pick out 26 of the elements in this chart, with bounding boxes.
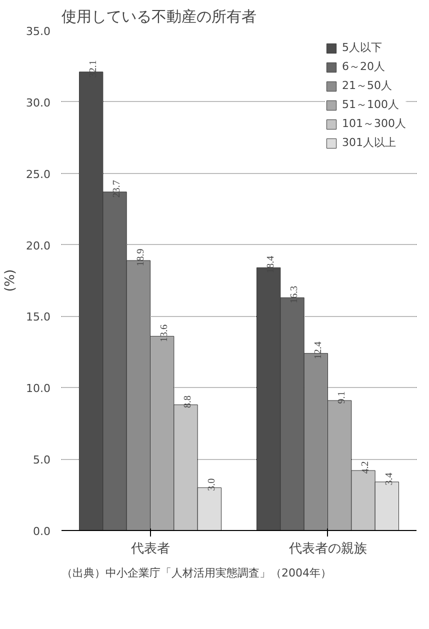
data-label: 3.0 <box>206 478 218 491</box>
data-label: 8.8 <box>182 396 194 408</box>
y-tick-label: 5.0 <box>33 454 51 467</box>
y-tick-label: 25.0 <box>26 168 51 181</box>
legend-label: 6～20人 <box>342 59 385 74</box>
legend-label: 21～50人 <box>342 78 392 93</box>
legend-label: 301人以上 <box>342 135 396 150</box>
y-tick-label: 30.0 <box>26 96 51 110</box>
text: （出典）中小企業庁「人材活用実態調査」（2004年） <box>62 566 332 580</box>
y-tick-label: 10.0 <box>26 382 51 396</box>
data-label: 3.4 <box>384 472 395 486</box>
x-tick-label: 代表者 <box>130 542 170 556</box>
x-tick-label: 代表者の親族 <box>288 542 367 556</box>
legend-label: 51～100人 <box>342 97 399 112</box>
data-label: 12.4 <box>312 342 324 360</box>
legend-label: 101～300人 <box>342 116 406 131</box>
y-tick-label: 20.0 <box>26 239 51 252</box>
data-label: 18.9 <box>135 248 146 266</box>
y-tick-label: 15.0 <box>26 310 51 324</box>
data-label: 9.1 <box>336 391 348 404</box>
chart-title: 使用している不動産の所有者 <box>62 8 256 26</box>
legend-label: 5人以下 <box>342 40 382 55</box>
y-tick-label: 0.0 <box>33 525 51 538</box>
y-tick-label: 35.0 <box>26 25 51 38</box>
data-label: 4.2 <box>360 461 372 474</box>
y-axis-title: (%) <box>3 269 18 292</box>
